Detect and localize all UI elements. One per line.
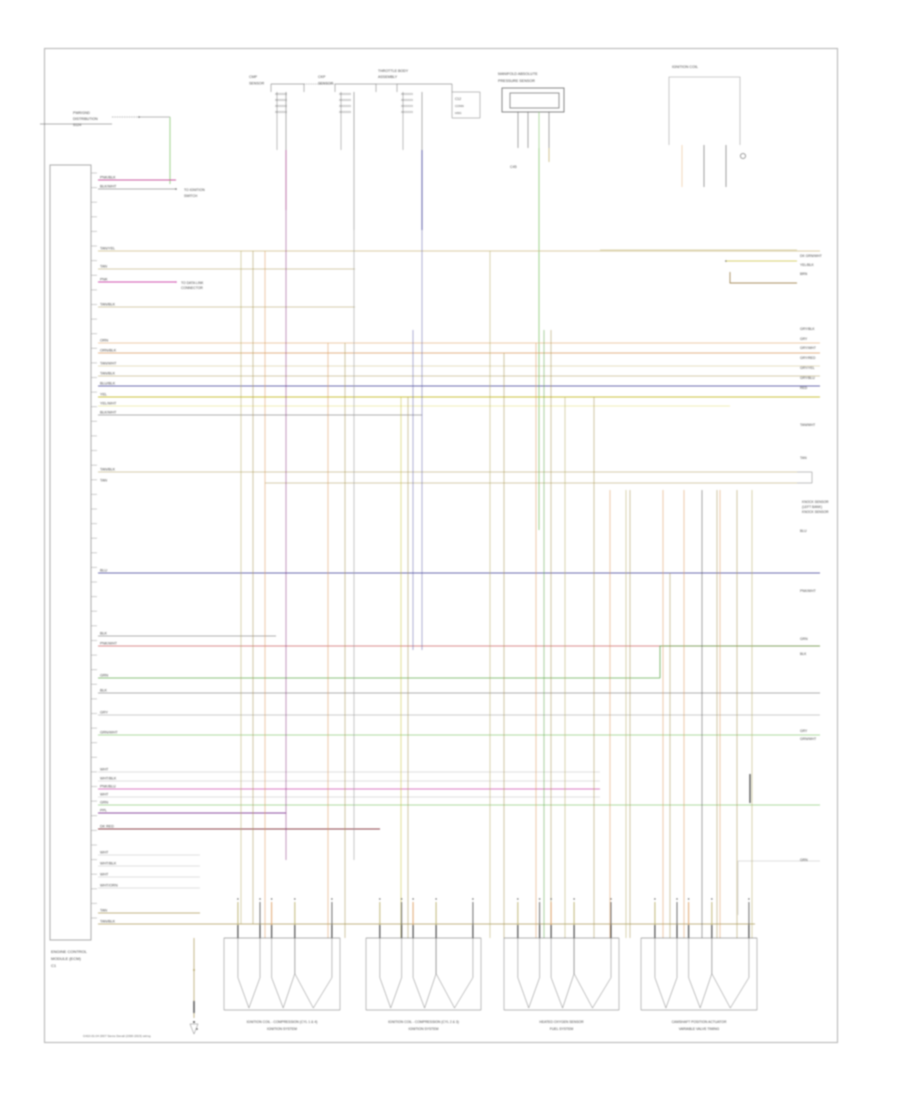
svg-text:PWR/GND: PWR/GND [73, 111, 90, 115]
svg-text:DK RED: DK RED [100, 825, 114, 829]
svg-text:RED: RED [800, 386, 808, 390]
svg-text:WHT: WHT [100, 873, 109, 877]
svg-text:TO DATA LINK: TO DATA LINK [181, 281, 204, 285]
svg-text:WHT/ORN: WHT/ORN [100, 884, 118, 888]
svg-text:GRY/WHT: GRY/WHT [800, 346, 816, 350]
svg-text:KNOCK SENSOR: KNOCK SENSOR [802, 500, 829, 504]
svg-text:G410-01-04 2007 Sierra Denali: G410-01-04 2007 Sierra Denali (2000-2015… [83, 1034, 151, 1038]
svg-text:PNK: PNK [100, 278, 108, 282]
svg-text:GRN/WHT: GRN/WHT [800, 737, 816, 741]
svg-text:ASSEMBLY: ASSEMBLY [378, 75, 398, 79]
svg-text:YEL/WHT: YEL/WHT [100, 402, 117, 406]
svg-text:GRN: GRN [100, 674, 109, 678]
svg-text:PNK/BLU: PNK/BLU [100, 785, 116, 789]
svg-text:TAN/BLK: TAN/BLK [100, 303, 116, 307]
svg-text:VARIABLE VALVE TIMING: VARIABLE VALVE TIMING [679, 1027, 720, 1031]
svg-text:IGNITION COIL: IGNITION COIL [672, 65, 698, 69]
svg-text:CMP: CMP [249, 75, 258, 79]
svg-text:MANIFOLD ABSOLUTE: MANIFOLD ABSOLUTE [498, 72, 538, 76]
svg-text:GRY: GRY [800, 337, 808, 341]
svg-text:PRESSURE SENSOR: PRESSURE SENSOR [498, 79, 535, 83]
svg-text:GRY/BLK: GRY/BLK [800, 327, 815, 331]
svg-text:HEATED OXYGEN SENSOR: HEATED OXYGEN SENSOR [539, 1020, 584, 1024]
svg-text:HSG: HSG [455, 111, 462, 115]
svg-text:SWITCH: SWITCH [184, 194, 198, 198]
svg-text:PNK/WHT: PNK/WHT [100, 642, 118, 646]
svg-text:TAN/BLK: TAN/BLK [100, 468, 116, 472]
svg-text:GRN: GRN [100, 801, 109, 805]
svg-text:TAN/WHT: TAN/WHT [800, 423, 815, 427]
svg-text:S124: S124 [73, 123, 81, 127]
svg-text:(LEFT BANK): (LEFT BANK) [802, 505, 822, 509]
svg-text:IGNITION SYSTEM: IGNITION SYSTEM [267, 1027, 297, 1031]
svg-text:CONN: CONN [455, 104, 464, 108]
svg-text:BLU: BLU [800, 529, 807, 533]
svg-text:TAN/WHT: TAN/WHT [100, 362, 117, 366]
svg-text:C45: C45 [510, 165, 517, 169]
svg-text:IGNITION COIL - COMPRESSION (C: IGNITION COIL - COMPRESSION (CYL 1 & 4) [247, 1020, 318, 1024]
svg-text:YEL: YEL [100, 393, 107, 397]
svg-text:ORN: ORN [100, 339, 109, 343]
svg-text:DK GRN/WHT: DK GRN/WHT [800, 254, 822, 258]
svg-text:BLU/BLK: BLU/BLK [100, 382, 116, 386]
svg-text:WHT/BLK: WHT/BLK [100, 862, 117, 866]
svg-text:TAN/YEL: TAN/YEL [100, 247, 115, 251]
svg-text:WHT: WHT [100, 793, 109, 797]
svg-text:CAMSHAFT POSITION ACTUATOR: CAMSHAFT POSITION ACTUATOR [672, 1020, 727, 1024]
svg-text:PNK/WHT: PNK/WHT [800, 589, 816, 593]
svg-text:GRN/WHT: GRN/WHT [100, 731, 118, 735]
svg-text:TAN: TAN [100, 479, 107, 483]
svg-text:GRY/BLU: GRY/BLU [800, 376, 815, 380]
svg-text:DISTRIBUTION: DISTRIBUTION [73, 117, 98, 121]
svg-text:GRY/RED: GRY/RED [800, 356, 816, 360]
svg-text:TAN: TAN [100, 909, 107, 913]
svg-text:GRN: GRN [800, 637, 808, 641]
svg-text:GRN: GRN [800, 858, 808, 862]
svg-text:THROTTLE BODY: THROTTLE BODY [378, 69, 409, 73]
svg-text:GRY: GRY [800, 729, 808, 733]
svg-text:FUEL SYSTEM: FUEL SYSTEM [550, 1027, 574, 1031]
svg-text:PPL: PPL [100, 809, 107, 813]
svg-text:C12: C12 [455, 97, 461, 101]
svg-text:GRY: GRY [100, 711, 108, 715]
svg-text:MODULE (ECM): MODULE (ECM) [51, 956, 81, 961]
svg-text:BLK/WHT: BLK/WHT [100, 411, 117, 415]
svg-text:TAN: TAN [100, 265, 107, 269]
svg-text:KNOCK SENSOR: KNOCK SENSOR [802, 510, 829, 514]
svg-text:CKP: CKP [318, 75, 326, 79]
svg-text:SENSOR: SENSOR [318, 82, 334, 86]
svg-text:BRN: BRN [800, 272, 808, 276]
svg-text:BLK: BLK [100, 689, 108, 693]
svg-text:WHT/BLK: WHT/BLK [100, 777, 117, 781]
svg-text:WHT: WHT [100, 768, 109, 772]
svg-text:BLK: BLK [100, 632, 108, 636]
svg-text:BLK: BLK [800, 652, 807, 656]
svg-text:BLU: BLU [100, 569, 108, 573]
svg-text:CONNECTOR: CONNECTOR [181, 286, 203, 290]
svg-text:ORN/BLK: ORN/BLK [100, 349, 117, 353]
svg-text:IGNITION COIL - COMPRESSION (C: IGNITION COIL - COMPRESSION (CYL 2 & 3) [388, 1020, 459, 1024]
svg-text:BLK/WHT: BLK/WHT [100, 185, 117, 189]
svg-text:PNK/BLK: PNK/BLK [100, 176, 116, 180]
svg-text:TAN/BLK: TAN/BLK [100, 372, 116, 376]
svg-text:TO IGNITION: TO IGNITION [184, 188, 205, 192]
svg-text:C1: C1 [51, 963, 57, 968]
svg-text:TAN/BLK: TAN/BLK [100, 920, 116, 924]
svg-text:WHT: WHT [100, 851, 109, 855]
svg-text:ENGINE CONTROL: ENGINE CONTROL [51, 949, 88, 954]
svg-text:GRY/YEL: GRY/YEL [800, 366, 815, 370]
svg-text:SENSOR: SENSOR [249, 82, 265, 86]
svg-text:TAN: TAN [800, 456, 807, 460]
svg-text:YEL/BLK: YEL/BLK [800, 263, 814, 267]
svg-text:IGNITION SYSTEM: IGNITION SYSTEM [409, 1027, 439, 1031]
